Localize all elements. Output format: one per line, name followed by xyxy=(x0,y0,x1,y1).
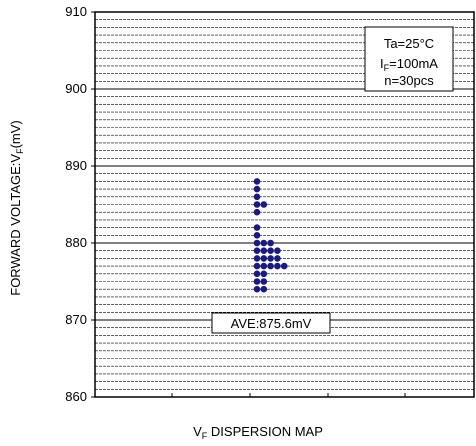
data-point xyxy=(253,255,261,262)
y-tick-label: 900 xyxy=(65,81,87,96)
condition-temperature: Ta=25°C xyxy=(384,36,434,51)
data-point xyxy=(267,247,274,254)
data-point xyxy=(267,262,274,270)
data-point xyxy=(253,208,261,216)
condition-current: IF=100mA xyxy=(380,56,438,73)
data-point xyxy=(253,193,261,201)
data-point xyxy=(253,247,261,254)
data-point xyxy=(253,270,261,278)
data-points xyxy=(253,178,288,293)
data-point xyxy=(274,255,281,262)
y-tick-label: 860 xyxy=(65,389,87,404)
average-box: AVE:875.6mV xyxy=(211,312,331,334)
y-axis-title: FORWARD VOLTAGE:VF(mV) xyxy=(8,120,25,296)
data-point xyxy=(253,278,261,285)
data-point xyxy=(267,239,274,247)
data-point xyxy=(253,239,261,247)
data-point xyxy=(253,232,261,239)
data-point xyxy=(260,278,268,285)
average-label: AVE:875.6mV xyxy=(231,316,312,331)
y-axis: 860 870 880 890 900 910 xyxy=(65,4,95,404)
y-tick-label: 880 xyxy=(65,235,87,250)
data-point xyxy=(260,201,268,208)
data-point xyxy=(280,262,288,270)
data-point xyxy=(253,224,261,231)
data-point xyxy=(260,262,268,270)
data-point xyxy=(260,270,268,278)
conditions-box: Ta=25°C IF=100mA n=30pcs xyxy=(364,26,454,92)
data-point xyxy=(253,285,261,293)
x-axis-title: VF DISPERSION MAP xyxy=(193,424,323,441)
data-point xyxy=(260,285,268,293)
data-point xyxy=(267,255,274,262)
y-tick-label: 870 xyxy=(65,312,87,327)
grid-lines xyxy=(95,19,474,390)
plot-area xyxy=(94,11,475,398)
data-point xyxy=(253,178,261,185)
data-point xyxy=(253,262,261,270)
condition-sample-count: n=30pcs xyxy=(384,73,434,88)
y-tick-label: 910 xyxy=(65,4,87,19)
data-point xyxy=(253,201,261,208)
data-point xyxy=(253,185,261,193)
data-point xyxy=(260,247,268,254)
data-point xyxy=(260,255,268,262)
data-point xyxy=(274,247,281,254)
data-point xyxy=(260,239,268,247)
x-axis-ticks xyxy=(171,393,406,397)
data-point xyxy=(274,262,281,270)
y-tick-label: 890 xyxy=(65,158,87,173)
